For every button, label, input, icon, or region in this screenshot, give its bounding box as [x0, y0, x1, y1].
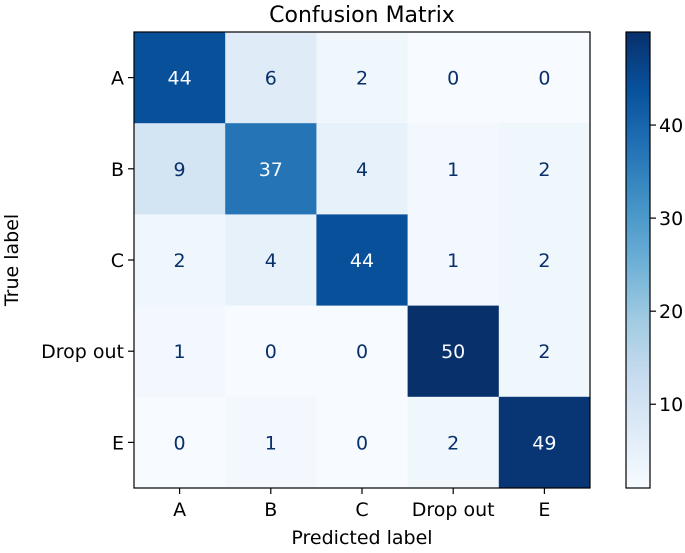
cell-value-label: 2 — [356, 68, 368, 90]
cell-value-label: 0 — [356, 341, 368, 363]
cell-value-label: 0 — [538, 68, 550, 90]
cell-value-label: 1 — [265, 432, 277, 454]
heatmap-cell — [316, 396, 409, 489]
heatmap-cells — [134, 32, 591, 489]
heatmap-cell — [407, 305, 500, 398]
heatmap-cell — [225, 305, 317, 398]
colorbar-tick-label: 10 — [659, 394, 683, 416]
cell-value-label: 0 — [265, 341, 277, 363]
cell-value-label: 2 — [538, 250, 550, 272]
cell-value-label: 44 — [168, 68, 192, 90]
x-axis-label: Predicted label — [291, 527, 432, 548]
heatmap-cell — [498, 123, 591, 215]
heatmap-cell — [316, 305, 409, 398]
cell-value-label: 49 — [532, 432, 556, 454]
heatmap-cell — [316, 214, 409, 307]
heatmap-cell — [316, 123, 409, 215]
colorbar-tick-label: 40 — [659, 115, 683, 137]
y-tick-label: Drop out — [41, 341, 124, 363]
cell-value-label: 2 — [538, 159, 550, 181]
heatmap-cell — [407, 123, 500, 215]
cell-value-label: 2 — [447, 432, 459, 454]
chart-title: Confusion Matrix — [269, 3, 455, 28]
cell-value-label: 1 — [447, 250, 459, 272]
cell-value-label: 1 — [447, 159, 459, 181]
cell-value-labels: 44 6 2 0 09 37 4 1 22 4 44 1 21 0 0 50 20 1 0 2 49 — [168, 68, 557, 455]
x-tick-label: A — [173, 499, 186, 521]
cell-value-label: 4 — [356, 159, 368, 181]
cell-value-label: 44 — [350, 250, 374, 272]
colorbar-tick-label: 20 — [659, 301, 683, 323]
heatmap-cell — [225, 123, 317, 215]
heatmap-cell — [134, 32, 226, 124]
cell-value-label: 1 — [174, 341, 186, 363]
cell-value-label: 0 — [356, 432, 368, 454]
y-axis-label: True label — [1, 214, 23, 307]
cell-value-label: 0 — [447, 68, 459, 90]
cell-value-label: 37 — [259, 159, 283, 181]
cell-value-label: 2 — [538, 341, 550, 363]
cell-value-label: 50 — [441, 341, 465, 363]
cell-value-label: 0 — [174, 432, 186, 454]
heatmap-cell — [134, 123, 226, 215]
cell-value-label: 4 — [265, 250, 277, 272]
heatmap-cell — [498, 396, 591, 489]
x-tick-label: Drop out — [412, 499, 495, 521]
heatmap-cell — [134, 305, 226, 398]
y-tick-label: A — [111, 68, 124, 90]
heatmap-cell — [225, 214, 317, 307]
heatmap-cell — [134, 214, 226, 307]
cell-value-label: 6 — [265, 68, 277, 90]
y-tick-label: E — [112, 432, 124, 454]
heatmap-cell — [316, 32, 409, 124]
heatmap-cell — [498, 214, 591, 307]
x-tick-label: B — [264, 499, 277, 521]
heatmap-cell — [498, 305, 591, 398]
heatmap-cell — [225, 396, 317, 489]
colorbar-tick-label: 30 — [659, 208, 683, 230]
cell-value-label: 2 — [174, 250, 186, 272]
x-tick-label: C — [355, 499, 368, 521]
heatmap-cell — [134, 396, 226, 489]
x-tick-label: E — [538, 499, 550, 521]
cell-value-label: 9 — [174, 159, 186, 181]
heatmap-cell — [498, 32, 591, 124]
colorbar: 10 20 30 40 — [625, 31, 683, 489]
y-tick-label: C — [111, 250, 124, 272]
heatmap-cell — [407, 214, 500, 307]
heatmap-cell — [407, 32, 500, 124]
x-axis-ticks: A B C Drop out E — [173, 488, 550, 521]
heatmap-cell — [225, 32, 317, 124]
heatmap-cell — [407, 396, 500, 489]
y-tick-label: B — [111, 159, 124, 181]
colorbar-gradient — [625, 31, 651, 489]
y-axis-ticks: A B C Drop out E — [41, 68, 134, 454]
